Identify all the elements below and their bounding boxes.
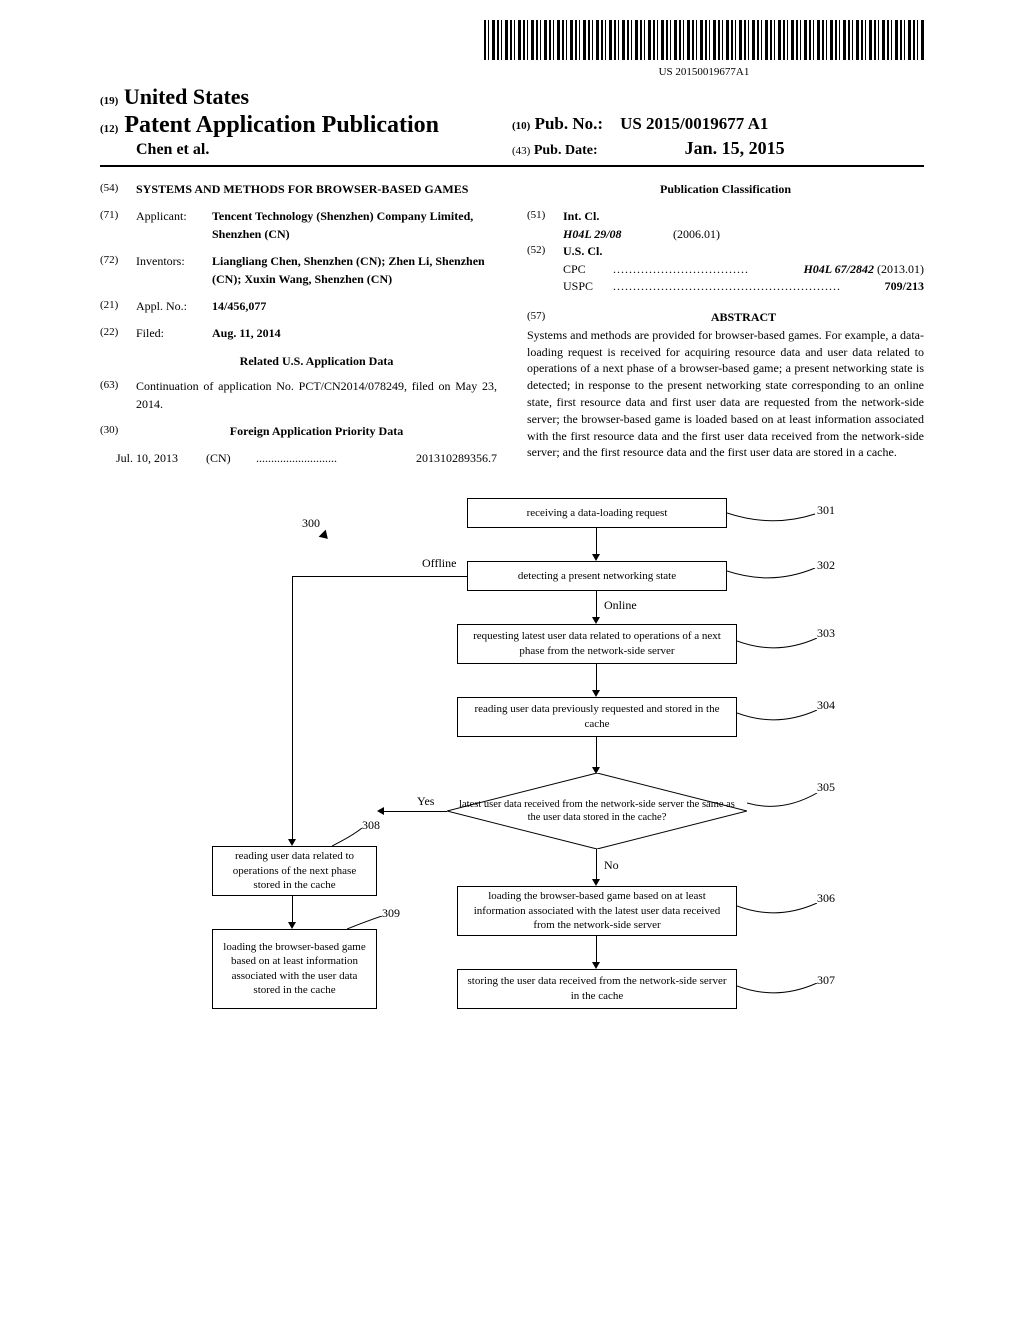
- ref-line: [737, 710, 822, 730]
- foreign-code: (30): [100, 423, 136, 440]
- ref-302: 302: [817, 558, 835, 573]
- intcl-class: H04L 29/08: [563, 226, 673, 243]
- foreign-country: (CN): [206, 450, 256, 467]
- uspc-label: USPC: [563, 278, 613, 295]
- ref-line: [347, 916, 387, 936]
- diamond-305: latest user data received from the netwo…: [457, 776, 737, 846]
- biblio-right: Publication Classification (51) Int. Cl.…: [527, 181, 924, 468]
- title-code: (54): [100, 181, 136, 198]
- label-online: Online: [604, 598, 637, 613]
- appl-code: (21): [100, 298, 136, 315]
- ref-line: [737, 903, 822, 923]
- ref-line: [727, 568, 817, 588]
- box-303: requesting latest user data related to o…: [457, 624, 737, 664]
- barcode: [484, 20, 924, 60]
- pub-no-label: Pub. No.:: [535, 114, 603, 133]
- header: (19) United States (12) Patent Applicati…: [100, 84, 924, 167]
- inventors-code: (72): [100, 253, 136, 288]
- applicant: Tencent Technology (Shenzhen) Company Li…: [212, 208, 497, 243]
- code-43: (43): [512, 145, 530, 157]
- flowchart: 300 receiving a data-loading request 301…: [172, 498, 852, 1138]
- ref-line: [332, 828, 372, 848]
- code-10: (10): [512, 120, 530, 132]
- abstract-text: Systems and methods are provided for bro…: [527, 327, 924, 461]
- label-no: No: [604, 858, 619, 873]
- abstract-heading: ABSTRACT: [563, 309, 924, 326]
- cpc-label: CPC: [563, 261, 613, 278]
- ref-300: 300: [302, 516, 320, 531]
- foreign-number: 201310289356.7: [367, 450, 497, 467]
- ref-line: [727, 510, 817, 530]
- inventors-label: Inventors:: [136, 253, 212, 288]
- header-right: (10) Pub. No.: US 2015/0019677 A1 (43) P…: [512, 84, 924, 159]
- box-308: reading user data related to operations …: [212, 846, 377, 896]
- uspc-value: 709/213: [885, 278, 924, 295]
- cpc-dots: ..................................: [613, 261, 803, 278]
- code-19: (19): [100, 95, 118, 107]
- inventors: Liangliang Chen, Shenzhen (CN); Zhen Li,…: [212, 253, 497, 288]
- intcl-label: Int. Cl.: [563, 208, 599, 225]
- patent-page: US 20150019677A1 (19) United States (12)…: [0, 0, 1024, 1178]
- filed-date: Aug. 11, 2014: [212, 325, 497, 342]
- box-302: detecting a present networking state: [467, 561, 727, 591]
- biblio-left: (54) SYSTEMS AND METHODS FOR BROWSER-BAS…: [100, 181, 497, 468]
- bibliographic-section: (54) SYSTEMS AND METHODS FOR BROWSER-BAS…: [100, 181, 924, 468]
- pub-date: Jan. 15, 2015: [685, 138, 785, 158]
- patent-title: SYSTEMS AND METHODS FOR BROWSER-BASED GA…: [136, 181, 497, 198]
- box-306: loading the browser-based game based on …: [457, 886, 737, 936]
- applicant-code: (71): [100, 208, 136, 243]
- barcode-number: US 20150019677A1: [484, 66, 924, 78]
- cpc-value: H04L 67/2842: [803, 262, 874, 276]
- filed-code: (22): [100, 325, 136, 342]
- foreign-priority-row: Jul. 10, 2013 (CN) .....................…: [100, 450, 497, 467]
- pub-no: US 2015/0019677 A1: [620, 114, 768, 133]
- abstract-code: (57): [527, 309, 563, 326]
- code-12: (12): [100, 123, 118, 135]
- header-left: (19) United States (12) Patent Applicati…: [100, 84, 512, 159]
- pub-date-label: Pub. Date:: [534, 143, 598, 158]
- country: United States: [124, 84, 249, 109]
- ref-301: 301: [817, 503, 835, 518]
- appl-no: 14/456,077: [212, 298, 497, 315]
- classification-heading: Publication Classification: [527, 181, 924, 198]
- cpc-date: (2013.01): [877, 262, 924, 276]
- foreign-heading: Foreign Application Priority Data: [136, 423, 497, 440]
- label-yes: Yes: [417, 794, 434, 809]
- filed-label: Filed:: [136, 325, 212, 342]
- uspc-dots: ........................................…: [613, 278, 885, 295]
- ref-line: [747, 793, 822, 813]
- uscl-code: (52): [527, 243, 563, 260]
- continuation-code: (63): [100, 378, 136, 413]
- foreign-date: Jul. 10, 2013: [116, 450, 206, 467]
- uscl-label: U.S. Cl.: [563, 243, 602, 260]
- authors: Chen et al.: [100, 141, 512, 159]
- applicant-label: Applicant:: [136, 208, 212, 243]
- box-307: storing the user data received from the …: [457, 969, 737, 1009]
- appl-label: Appl. No.:: [136, 298, 212, 315]
- arrow-icon: [319, 529, 332, 542]
- intcl-code: (51): [527, 208, 563, 225]
- label-offline: Offline: [422, 556, 456, 571]
- foreign-dots: ...........................: [256, 450, 367, 467]
- barcode-area: US 20150019677A1: [100, 20, 924, 78]
- box-301: receiving a data-loading request: [467, 498, 727, 528]
- ref-line: [737, 983, 822, 1003]
- intcl-date: (2006.01): [673, 226, 720, 243]
- ref-line: [737, 638, 822, 658]
- box-304: reading user data previously requested a…: [457, 697, 737, 737]
- publication-type: Patent Application Publication: [124, 112, 439, 138]
- box-309: loading the browser-based game based on …: [212, 929, 377, 1009]
- related-heading: Related U.S. Application Data: [136, 353, 497, 370]
- continuation-text: Continuation of application No. PCT/CN20…: [136, 378, 497, 413]
